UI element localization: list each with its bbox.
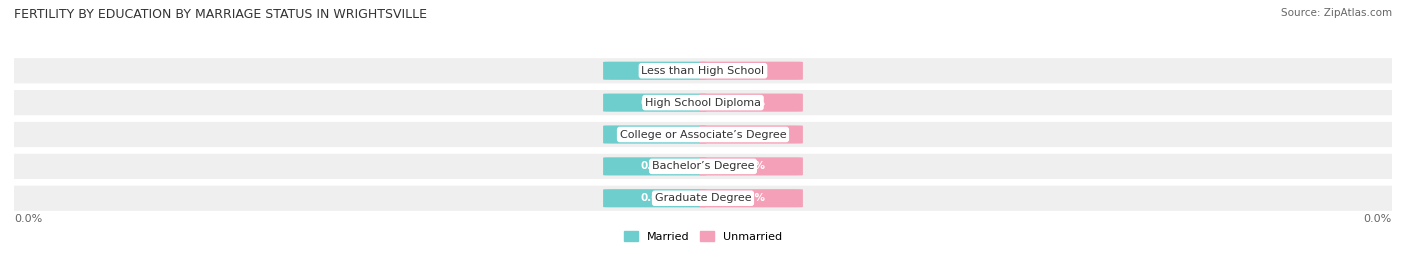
Text: Graduate Degree: Graduate Degree bbox=[655, 193, 751, 203]
Text: 0.0%: 0.0% bbox=[737, 66, 766, 76]
FancyBboxPatch shape bbox=[700, 62, 803, 80]
FancyBboxPatch shape bbox=[0, 58, 1406, 83]
Text: FERTILITY BY EDUCATION BY MARRIAGE STATUS IN WRIGHTSVILLE: FERTILITY BY EDUCATION BY MARRIAGE STATU… bbox=[14, 8, 427, 21]
FancyBboxPatch shape bbox=[603, 125, 706, 144]
Text: 0.0%: 0.0% bbox=[640, 98, 669, 108]
FancyBboxPatch shape bbox=[700, 94, 803, 112]
FancyBboxPatch shape bbox=[700, 125, 803, 144]
FancyBboxPatch shape bbox=[603, 189, 706, 207]
Text: Source: ZipAtlas.com: Source: ZipAtlas.com bbox=[1281, 8, 1392, 18]
Text: 0.0%: 0.0% bbox=[737, 129, 766, 140]
FancyBboxPatch shape bbox=[603, 157, 706, 175]
FancyBboxPatch shape bbox=[0, 122, 1406, 147]
Text: 0.0%: 0.0% bbox=[640, 161, 669, 171]
FancyBboxPatch shape bbox=[603, 94, 706, 112]
Text: 0.0%: 0.0% bbox=[1364, 214, 1392, 224]
Text: 0.0%: 0.0% bbox=[640, 193, 669, 203]
FancyBboxPatch shape bbox=[0, 154, 1406, 179]
FancyBboxPatch shape bbox=[0, 186, 1406, 211]
FancyBboxPatch shape bbox=[603, 62, 706, 80]
Text: Bachelor’s Degree: Bachelor’s Degree bbox=[652, 161, 754, 171]
Text: College or Associate’s Degree: College or Associate’s Degree bbox=[620, 129, 786, 140]
Text: 0.0%: 0.0% bbox=[640, 66, 669, 76]
Text: 0.0%: 0.0% bbox=[640, 129, 669, 140]
Text: Less than High School: Less than High School bbox=[641, 66, 765, 76]
FancyBboxPatch shape bbox=[0, 90, 1406, 115]
Text: 0.0%: 0.0% bbox=[737, 161, 766, 171]
Text: 0.0%: 0.0% bbox=[737, 193, 766, 203]
FancyBboxPatch shape bbox=[700, 157, 803, 175]
Text: 0.0%: 0.0% bbox=[14, 214, 42, 224]
Text: High School Diploma: High School Diploma bbox=[645, 98, 761, 108]
Text: 0.0%: 0.0% bbox=[737, 98, 766, 108]
FancyBboxPatch shape bbox=[700, 189, 803, 207]
Legend: Married, Unmarried: Married, Unmarried bbox=[620, 226, 786, 246]
